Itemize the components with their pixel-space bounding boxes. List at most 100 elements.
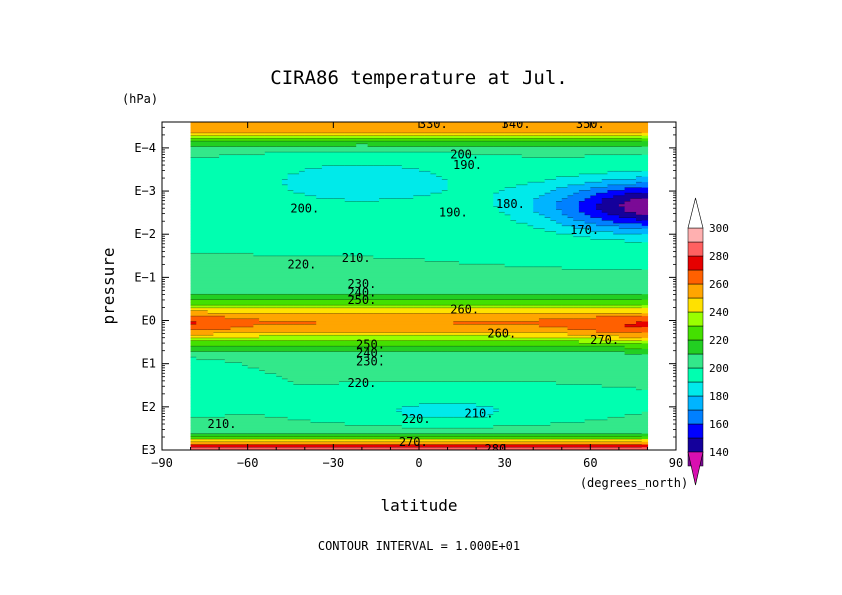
temperature-band-cell — [464, 152, 649, 156]
temperature-band-cell — [561, 266, 649, 271]
temperature-band-cell — [190, 261, 460, 265]
temperature-band-cell — [264, 152, 466, 156]
temperature-band-cell — [190, 165, 323, 170]
colorbar-label: 240 — [709, 306, 729, 319]
x-tick-label: 60 — [583, 456, 597, 470]
temperature-band-cell — [601, 217, 637, 221]
temperature-band-cell — [493, 406, 649, 410]
temperature-band-cell — [573, 234, 649, 238]
temperature-band-cell — [578, 173, 649, 178]
temperature-band-cell — [190, 277, 649, 282]
temperature-band-cell — [190, 135, 649, 139]
temperature-band-cell — [578, 204, 597, 208]
temperature-band-cell — [196, 321, 317, 325]
temperature-band-cell — [498, 409, 649, 413]
temperature-band-cell — [373, 255, 649, 260]
contour-label: 190. — [439, 206, 468, 220]
temperature-band-cell — [624, 414, 649, 418]
temperature-band-cell — [190, 362, 243, 366]
temperature-band-cell — [190, 182, 283, 186]
temperature-band-cell — [190, 441, 649, 446]
y-tick-label: E−3 — [134, 184, 156, 198]
temperature-band-cell — [567, 327, 649, 331]
temperature-band-cell — [190, 283, 649, 287]
temperature-band-cell — [561, 223, 597, 227]
temperature-band-cell — [584, 220, 614, 224]
temperature-band-cell — [190, 231, 557, 235]
temperature-band-cell — [190, 376, 283, 380]
contour-label: 270. — [399, 435, 428, 449]
temperature-band-cell — [190, 195, 317, 200]
temperature-band-cell — [190, 157, 649, 161]
chart-title: CIRA86 temperature at Jul. — [270, 67, 567, 89]
temperature-band-cell — [430, 193, 494, 197]
temperature-band-cell — [224, 359, 649, 364]
colorbar-label: 280 — [709, 250, 729, 263]
temperature-band-cell — [190, 329, 597, 334]
temperature-band-cell — [538, 195, 569, 200]
contour-lines — [190, 132, 642, 448]
temperature-band-cell — [556, 201, 580, 205]
temperature-band-cell — [487, 414, 626, 418]
temperature-band-cell — [538, 212, 563, 216]
temperature-band-cell — [213, 332, 569, 336]
temperature-band-cell — [567, 214, 591, 219]
temperature-band-cell — [190, 228, 546, 232]
temperature-band-cell — [584, 419, 649, 424]
temperature-band-cell — [618, 214, 649, 219]
colorbar-band — [687, 353, 704, 369]
temperature-band-cell — [190, 198, 346, 202]
temperature-band-cell — [190, 152, 266, 156]
y-tick-label: E−4 — [134, 141, 156, 155]
temperature-band-cell — [190, 173, 289, 178]
colorbar-band — [687, 339, 704, 355]
temperature-band-cell — [287, 176, 443, 180]
temperature-band-cell — [618, 335, 649, 339]
temperature-band-cell — [533, 201, 557, 205]
colorbar-label: 160 — [709, 418, 729, 431]
temperature-band-cell — [636, 387, 649, 391]
temperature-band-cell — [624, 346, 649, 350]
temperature-band-cell — [293, 190, 443, 194]
contour-label: 230. — [356, 355, 385, 369]
temperature-band-cell — [241, 362, 649, 366]
temperature-band-cell — [190, 389, 649, 394]
temperature-band-cell — [607, 212, 637, 216]
temperature-band-cell — [264, 370, 649, 375]
temperature-band-cell — [573, 193, 597, 197]
colorbar: 300 280 260 240 220 200 180 160 140 — [687, 197, 729, 486]
temperature-band-cell — [190, 357, 197, 361]
contour-label: 220. — [402, 412, 431, 426]
colorbar-band — [687, 227, 704, 243]
contour-label: 170. — [570, 223, 599, 237]
temperature-band-cell — [601, 209, 626, 213]
contour-label: 190. — [453, 158, 482, 172]
temperature-band-cell — [287, 378, 649, 383]
x-axis-label: latitude — [380, 496, 457, 515]
temperature-band-cell — [304, 193, 432, 197]
temperature-band-cell — [578, 340, 649, 344]
temperature-band-cell — [590, 214, 620, 219]
temperature-band-cell — [636, 176, 649, 180]
temperature-band-cell — [190, 346, 626, 350]
temperature-band-cell — [447, 187, 506, 191]
temperature-band-cell — [624, 201, 649, 205]
temperature-band-cell — [276, 373, 649, 377]
colorbar-band — [687, 381, 704, 397]
temperature-band-cell — [624, 187, 649, 191]
temperature-band-cell — [590, 195, 614, 200]
temperature-band-cell — [190, 286, 649, 290]
temperature-band-cell — [190, 384, 603, 388]
temperature-band-cell — [527, 223, 563, 227]
temperature-band-cell — [636, 182, 649, 186]
contour-label: 200. — [450, 147, 479, 161]
temperature-band-cell — [601, 384, 649, 388]
colorbar-label: 200 — [709, 362, 729, 375]
temperature-band-cell — [190, 324, 254, 328]
x-tick-label: −60 — [237, 456, 259, 470]
temperature-band-cell — [190, 275, 649, 279]
temperature-band-cell — [498, 209, 534, 213]
temperature-band-cell — [504, 212, 540, 216]
temperature-band-cell — [458, 261, 649, 265]
temperature-band-cell — [636, 217, 649, 221]
